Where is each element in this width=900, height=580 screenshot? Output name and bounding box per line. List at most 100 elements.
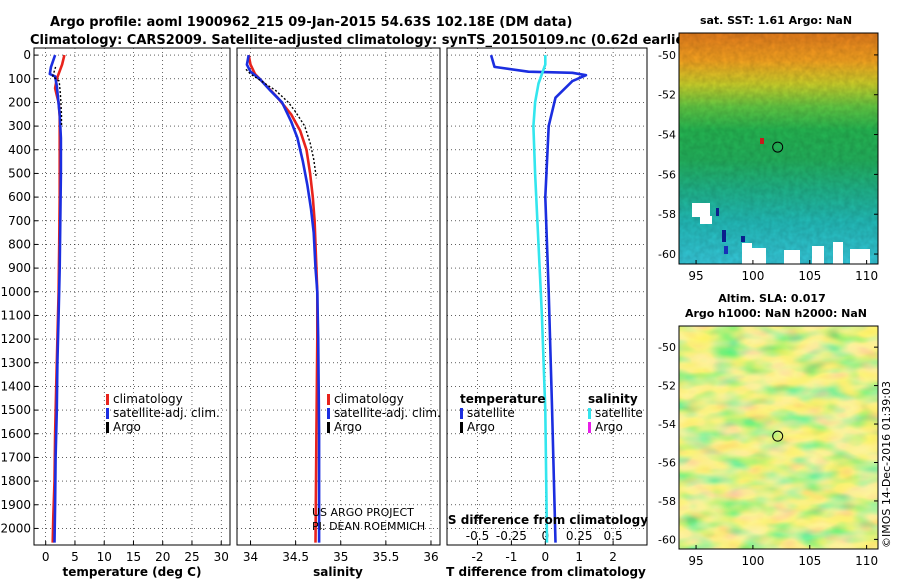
salinity-x-axis: 34 34.5 35 35.5 36 (243, 541, 439, 564)
sla-argo-position-marker (772, 430, 784, 442)
x-tick-label: 0 (541, 550, 549, 564)
y-tick-label: 100 (8, 72, 31, 86)
sst-map-frame (678, 32, 879, 265)
s-tick-label: -0.5 (466, 529, 489, 543)
x-tick-label: 34.5 (282, 550, 309, 564)
map-lat-label: -56 (658, 168, 676, 181)
t-difference-xlabel: T difference from climatology (446, 565, 646, 579)
x-tick-label: 35.5 (373, 550, 400, 564)
salinity-panel: 34 34.5 35 35.5 36 climatologysatellite-adj.… (236, 47, 441, 579)
y-tick-label: 600 (8, 190, 31, 204)
y-tick-label: 1000 (0, 285, 31, 299)
map-lon-label: 95 (688, 269, 703, 283)
legend-swatch (327, 408, 330, 419)
x-tick-label: 34 (243, 550, 258, 564)
x-tick-label: 20 (155, 550, 170, 564)
salinity-xlabel: salinity (313, 565, 363, 579)
x-tick-label: 10 (97, 550, 112, 564)
s-tick-label: 0.5 (604, 529, 623, 543)
legend-swatch (460, 422, 463, 433)
y-tick-label: 1100 (0, 308, 31, 322)
y-tick-label: 1800 (0, 474, 31, 488)
salinity-axes-frame (236, 47, 441, 546)
x-tick-label: 0 (42, 550, 50, 564)
legend-label: satellite-adj. clim. (113, 406, 220, 420)
y-tick-label: 800 (8, 237, 31, 251)
project-credit: US ARGO PROJECT (312, 506, 414, 519)
x-tick-label: 5 (71, 550, 79, 564)
x-tick-label: -2 (472, 550, 484, 564)
sst-map: sat. SST: 1.61 Argo: NaN -50 -52 -54 -56 -58… (658, 14, 879, 283)
map-lat-label: -60 (658, 248, 676, 261)
temperature-axes-frame (33, 47, 231, 546)
x-tick-label: 2 (609, 550, 617, 564)
x-tick-label: 36 (423, 550, 438, 564)
figure-title: Argo profile: aoml 1900962_215 09-Jan-20… (50, 15, 572, 30)
y-tick-label: 1900 (0, 498, 31, 512)
map-lon-label: 110 (855, 554, 878, 568)
series-line-satellite-adj-clim- (48, 54, 63, 543)
series-line-temperature-satellite (489, 54, 588, 543)
s-tick-label: -0.25 (496, 529, 527, 543)
sst-argo-position-marker (772, 141, 784, 153)
x-tick-label: 15 (126, 550, 141, 564)
map-lat-label: -56 (658, 456, 676, 469)
map-lon-label: 100 (741, 554, 764, 568)
legend-swatch (327, 394, 330, 405)
temperature-x-axis: 0 5 10 15 20 25 30 (42, 541, 229, 564)
map-lat-label: -52 (658, 380, 676, 393)
depth-axis: 0 100 200 300 400 500 600 700 800 900 1000 1100 1200… (0, 48, 38, 535)
sst-landmask-gaps (692, 138, 870, 264)
x-tick-label: 1 (575, 550, 583, 564)
legend-swatch (106, 394, 109, 405)
sst-texture (679, 33, 878, 264)
s-tick-label: 0 (541, 529, 549, 543)
legend-label: climatology (113, 392, 183, 406)
y-tick-label: 1500 (0, 403, 31, 417)
temperature-xlabel: temperature (deg C) (63, 565, 202, 579)
map-lon-label: 105 (798, 554, 821, 568)
s-difference-axis: -0.5 -0.25 0 0.25 0.5 (466, 529, 623, 543)
sla-map-subtitle: Argo h1000: NaN h2000: NaN (685, 307, 867, 320)
legend-swatch (106, 408, 109, 419)
y-tick-label: 1700 (0, 450, 31, 464)
map-lon-label: 110 (855, 269, 878, 283)
y-tick-label: 700 (8, 214, 31, 228)
map-lat-label: -58 (658, 208, 676, 221)
map-lat-label: -50 (658, 49, 676, 62)
difference-series (489, 54, 588, 543)
legend-label: satellite (595, 406, 643, 420)
legend-swatch (588, 408, 591, 419)
sst-map-axes: -50 -52 -54 -56 -58 -60 95 100 105 110 (658, 49, 878, 283)
legend-label: climatology (334, 392, 404, 406)
temperature-panel: 0100200300400500600700800900100011001200… (0, 47, 231, 579)
difference-axes-frame (446, 47, 648, 546)
y-tick-label: 0 (23, 48, 31, 62)
y-tick-label: 1200 (0, 332, 31, 346)
series-line-argo (52, 66, 63, 127)
map-lat-label: -54 (658, 129, 676, 142)
legend-title: temperature (460, 392, 545, 406)
legend-label: satellite-adj. clim. (334, 406, 441, 420)
sla-map: Altim. SLA: 0.017 Argo h1000: NaN h2000:… (658, 292, 879, 568)
legend-swatch (106, 422, 109, 433)
legend-label: Argo (334, 420, 362, 434)
sla-map-axes: -50 -52 -54 -56 -58 -60 95 100 105 110 (658, 341, 878, 568)
y-tick-label: 500 (8, 166, 31, 180)
x-tick-label: 30 (214, 550, 229, 564)
temperature-grid (34, 48, 230, 545)
y-tick-label: 1300 (0, 356, 31, 370)
map-lon-label: 95 (688, 554, 703, 568)
y-tick-label: 1400 (0, 379, 31, 393)
map-lat-label: -60 (658, 533, 676, 546)
figure-subtitle: Climatology: CARS2009. Satellite-adjuste… (30, 33, 697, 48)
x-tick-label: 25 (184, 550, 199, 564)
y-tick-label: 200 (8, 95, 31, 109)
y-tick-label: 1600 (0, 427, 31, 441)
sst-map-title: sat. SST: 1.61 Argo: NaN (700, 14, 852, 27)
map-lon-label: 100 (741, 269, 764, 283)
sla-map-frame (678, 325, 879, 550)
series-line-argo (245, 68, 318, 179)
